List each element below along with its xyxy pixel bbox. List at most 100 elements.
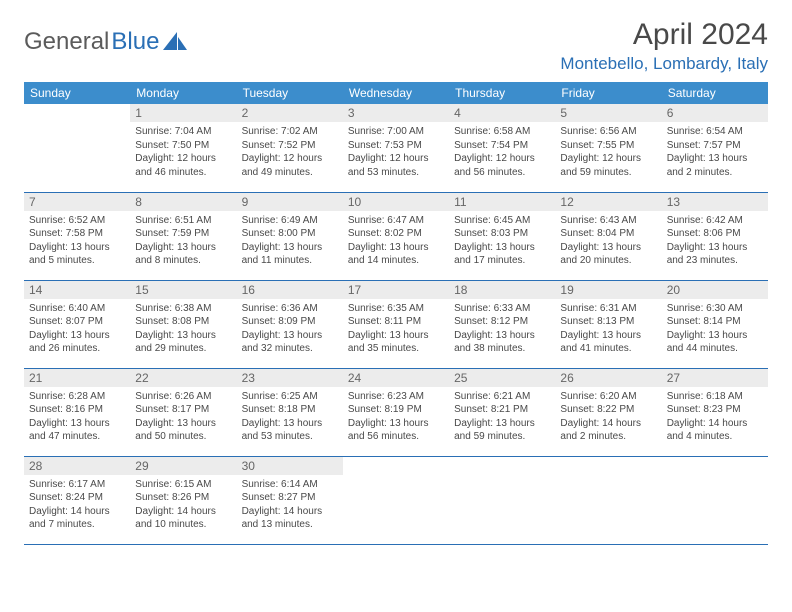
day-number: 2	[237, 104, 343, 122]
calendar-cell: 27Sunrise: 6:18 AMSunset: 8:23 PMDayligh…	[662, 368, 768, 456]
calendar-cell: 3Sunrise: 7:00 AMSunset: 7:53 PMDaylight…	[343, 104, 449, 192]
daylight-text: and 53 minutes.	[242, 430, 338, 444]
daylight-text: Daylight: 12 hours	[242, 152, 338, 166]
day-info: Sunrise: 6:42 AMSunset: 8:06 PMDaylight:…	[662, 211, 768, 272]
daylight-text: and 59 minutes.	[454, 430, 550, 444]
sunrise-text: Sunrise: 6:51 AM	[135, 214, 231, 228]
day-info: Sunrise: 6:21 AMSunset: 8:21 PMDaylight:…	[449, 387, 555, 448]
day-number: 6	[662, 104, 768, 122]
sunrise-text: Sunrise: 6:20 AM	[560, 390, 656, 404]
day-info: Sunrise: 6:26 AMSunset: 8:17 PMDaylight:…	[130, 387, 236, 448]
day-number: 4	[449, 104, 555, 122]
sunrise-text: Sunrise: 7:04 AM	[135, 125, 231, 139]
calendar-cell: 19Sunrise: 6:31 AMSunset: 8:13 PMDayligh…	[555, 280, 661, 368]
day-info: Sunrise: 6:25 AMSunset: 8:18 PMDaylight:…	[237, 387, 343, 448]
sunset-text: Sunset: 8:17 PM	[135, 403, 231, 417]
day-info: Sunrise: 6:43 AMSunset: 8:04 PMDaylight:…	[555, 211, 661, 272]
sunset-text: Sunset: 8:26 PM	[135, 491, 231, 505]
daylight-text: Daylight: 13 hours	[454, 329, 550, 343]
calendar-week: 21Sunrise: 6:28 AMSunset: 8:16 PMDayligh…	[24, 368, 768, 456]
sunrise-text: Sunrise: 6:28 AM	[29, 390, 125, 404]
day-info: Sunrise: 6:35 AMSunset: 8:11 PMDaylight:…	[343, 299, 449, 360]
daylight-text: and 14 minutes.	[348, 254, 444, 268]
calendar-cell: 10Sunrise: 6:47 AMSunset: 8:02 PMDayligh…	[343, 192, 449, 280]
sunrise-text: Sunrise: 6:25 AM	[242, 390, 338, 404]
sunset-text: Sunset: 7:57 PM	[667, 139, 763, 153]
day-info: Sunrise: 6:38 AMSunset: 8:08 PMDaylight:…	[130, 299, 236, 360]
day-number: 30	[237, 457, 343, 475]
day-info: Sunrise: 7:04 AMSunset: 7:50 PMDaylight:…	[130, 122, 236, 183]
calendar-cell	[24, 104, 130, 192]
day-number: 21	[24, 369, 130, 387]
day-number: 19	[555, 281, 661, 299]
daylight-text: and 5 minutes.	[29, 254, 125, 268]
day-info: Sunrise: 7:00 AMSunset: 7:53 PMDaylight:…	[343, 122, 449, 183]
sunset-text: Sunset: 8:03 PM	[454, 227, 550, 241]
daylight-text: and 47 minutes.	[29, 430, 125, 444]
daylight-text: and 32 minutes.	[242, 342, 338, 356]
sunrise-text: Sunrise: 6:15 AM	[135, 478, 231, 492]
daylight-text: Daylight: 14 hours	[135, 505, 231, 519]
sunrise-text: Sunrise: 6:58 AM	[454, 125, 550, 139]
day-info: Sunrise: 6:54 AMSunset: 7:57 PMDaylight:…	[662, 122, 768, 183]
header-row: GeneralBlue April 2024 Montebello, Lomba…	[24, 18, 768, 74]
day-info: Sunrise: 6:45 AMSunset: 8:03 PMDaylight:…	[449, 211, 555, 272]
day-info: Sunrise: 6:15 AMSunset: 8:26 PMDaylight:…	[130, 475, 236, 536]
sunrise-text: Sunrise: 6:18 AM	[667, 390, 763, 404]
calendar-table: SundayMondayTuesdayWednesdayThursdayFrid…	[24, 82, 768, 545]
day-number: 26	[555, 369, 661, 387]
daylight-text: and 11 minutes.	[242, 254, 338, 268]
day-number: 20	[662, 281, 768, 299]
sunrise-text: Sunrise: 6:42 AM	[667, 214, 763, 228]
calendar-cell: 21Sunrise: 6:28 AMSunset: 8:16 PMDayligh…	[24, 368, 130, 456]
sunset-text: Sunset: 8:00 PM	[242, 227, 338, 241]
sunset-text: Sunset: 7:52 PM	[242, 139, 338, 153]
daylight-text: and 17 minutes.	[454, 254, 550, 268]
calendar-cell: 22Sunrise: 6:26 AMSunset: 8:17 PMDayligh…	[130, 368, 236, 456]
sunrise-text: Sunrise: 6:14 AM	[242, 478, 338, 492]
sunset-text: Sunset: 8:11 PM	[348, 315, 444, 329]
sunset-text: Sunset: 8:07 PM	[29, 315, 125, 329]
sunset-text: Sunset: 8:12 PM	[454, 315, 550, 329]
day-number: 16	[237, 281, 343, 299]
daylight-text: Daylight: 13 hours	[454, 241, 550, 255]
sunset-text: Sunset: 8:27 PM	[242, 491, 338, 505]
calendar-cell: 11Sunrise: 6:45 AMSunset: 8:03 PMDayligh…	[449, 192, 555, 280]
day-number: 27	[662, 369, 768, 387]
sunrise-text: Sunrise: 6:33 AM	[454, 302, 550, 316]
day-number: 24	[343, 369, 449, 387]
sunrise-text: Sunrise: 6:26 AM	[135, 390, 231, 404]
daylight-text: and 38 minutes.	[454, 342, 550, 356]
calendar-cell	[662, 456, 768, 544]
logo-text-gray: General	[24, 28, 109, 56]
calendar-cell: 29Sunrise: 6:15 AMSunset: 8:26 PMDayligh…	[130, 456, 236, 544]
day-info: Sunrise: 6:52 AMSunset: 7:58 PMDaylight:…	[24, 211, 130, 272]
daylight-text: Daylight: 13 hours	[667, 241, 763, 255]
daylight-text: Daylight: 13 hours	[242, 417, 338, 431]
dow-header: Wednesday	[343, 82, 449, 104]
calendar-cell: 4Sunrise: 6:58 AMSunset: 7:54 PMDaylight…	[449, 104, 555, 192]
day-info: Sunrise: 6:33 AMSunset: 8:12 PMDaylight:…	[449, 299, 555, 360]
daylight-text: Daylight: 12 hours	[348, 152, 444, 166]
sunset-text: Sunset: 8:19 PM	[348, 403, 444, 417]
sunset-text: Sunset: 7:58 PM	[29, 227, 125, 241]
daylight-text: Daylight: 12 hours	[135, 152, 231, 166]
calendar-cell: 16Sunrise: 6:36 AMSunset: 8:09 PMDayligh…	[237, 280, 343, 368]
day-number: 11	[449, 193, 555, 211]
day-number: 10	[343, 193, 449, 211]
dow-header: Tuesday	[237, 82, 343, 104]
day-number: 23	[237, 369, 343, 387]
sunset-text: Sunset: 8:14 PM	[667, 315, 763, 329]
daylight-text: Daylight: 13 hours	[29, 241, 125, 255]
daylight-text: Daylight: 13 hours	[454, 417, 550, 431]
day-number: 8	[130, 193, 236, 211]
daylight-text: and 53 minutes.	[348, 166, 444, 180]
daylight-text: and 10 minutes.	[135, 518, 231, 532]
dow-header: Saturday	[662, 82, 768, 104]
daylight-text: and 56 minutes.	[454, 166, 550, 180]
day-info: Sunrise: 6:36 AMSunset: 8:09 PMDaylight:…	[237, 299, 343, 360]
day-number: 9	[237, 193, 343, 211]
daylight-text: and 59 minutes.	[560, 166, 656, 180]
day-info: Sunrise: 6:30 AMSunset: 8:14 PMDaylight:…	[662, 299, 768, 360]
daylight-text: Daylight: 12 hours	[560, 152, 656, 166]
